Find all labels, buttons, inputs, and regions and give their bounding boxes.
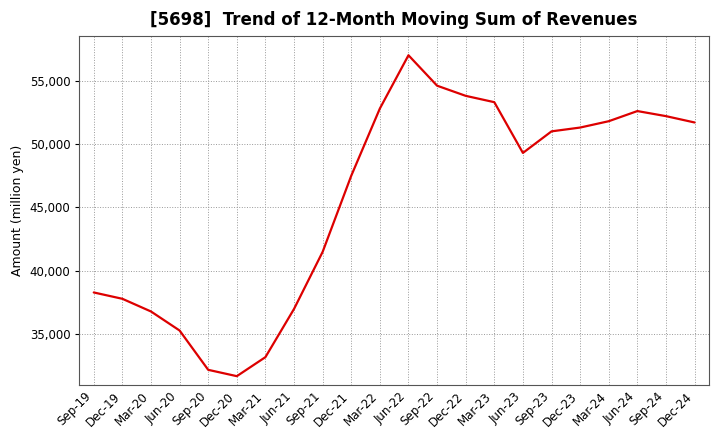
Y-axis label: Amount (million yen): Amount (million yen) bbox=[11, 145, 24, 276]
Title: [5698]  Trend of 12-Month Moving Sum of Revenues: [5698] Trend of 12-Month Moving Sum of R… bbox=[150, 11, 638, 29]
